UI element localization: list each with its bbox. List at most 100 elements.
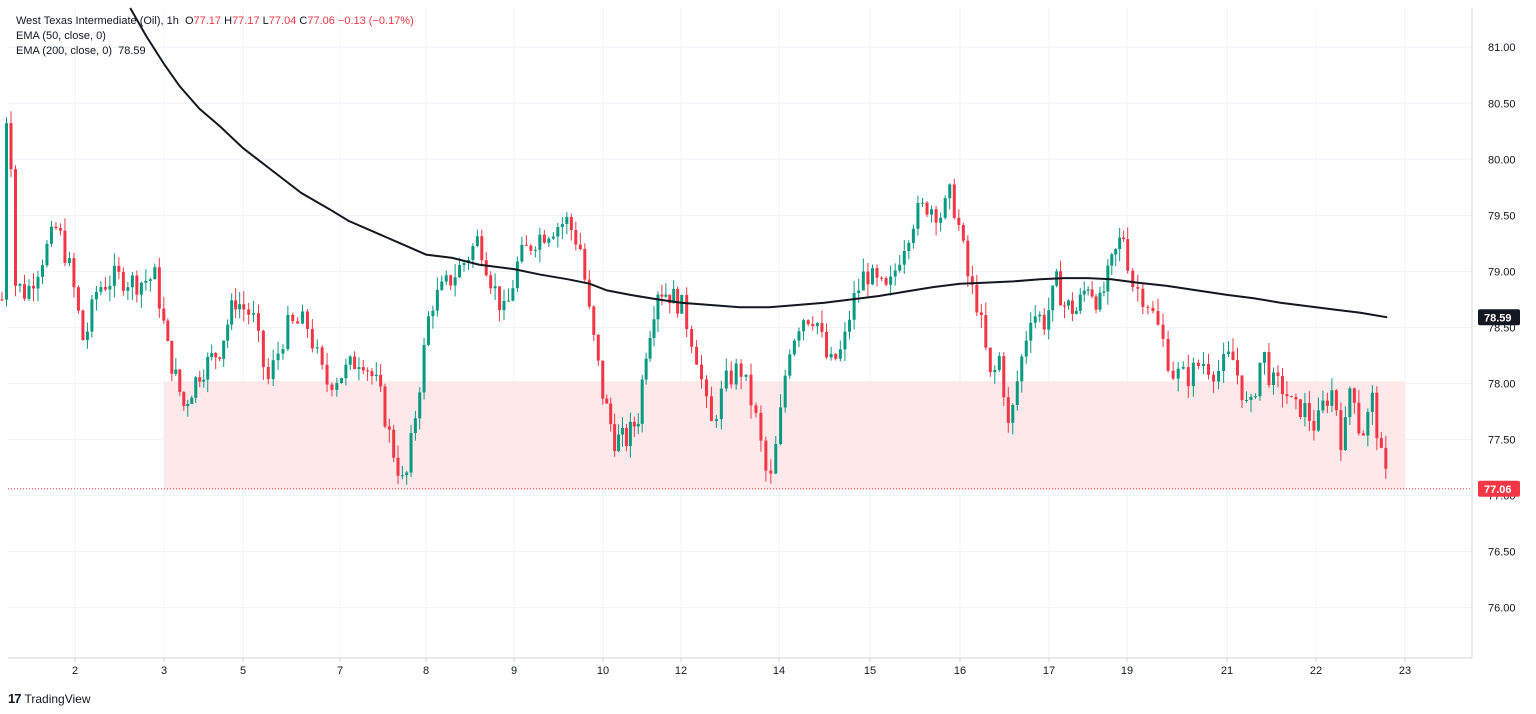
candle-body [387, 426, 391, 430]
candle [957, 209, 961, 231]
candle [1258, 362, 1262, 401]
candle [624, 423, 628, 452]
candle-body [0, 299, 4, 301]
candle-body [1357, 402, 1361, 434]
candle-body [166, 320, 170, 341]
candle-body [524, 244, 528, 246]
candle [190, 395, 194, 404]
candle [934, 206, 938, 236]
candle-body [930, 209, 934, 215]
candle-body [680, 294, 684, 314]
candle [1106, 259, 1110, 305]
candle-body [893, 270, 897, 277]
candle [660, 284, 664, 306]
candle [210, 344, 214, 361]
candle-body [49, 226, 53, 244]
candle-body [975, 284, 979, 313]
x-tick-label: 23 [1399, 665, 1411, 677]
candle [993, 365, 997, 384]
candle-body [632, 421, 636, 427]
legend-symbol[interactable]: West Texas Intermediate (Oil), 1h [16, 15, 179, 27]
candle [348, 355, 352, 371]
legend-ema200: EMA (200, close, 0) [16, 45, 112, 57]
legend-low-label: L [262, 15, 269, 27]
candle-body [1110, 254, 1114, 266]
candle-body [792, 340, 796, 355]
candle-body [85, 331, 89, 341]
candle [178, 368, 182, 396]
candle [1114, 248, 1118, 267]
candle [261, 329, 265, 381]
candle [979, 303, 983, 329]
candle-body [592, 306, 596, 335]
legend-ema50-row[interactable]: EMA (50, close, 0) [16, 29, 414, 44]
candle [843, 322, 847, 362]
y-axis[interactable]: 76.0076.5077.0077.5078.0078.5079.0079.50… [1471, 8, 1516, 658]
candle [1151, 300, 1155, 314]
candle [565, 212, 569, 234]
candle [578, 232, 582, 251]
x-tick-label: 7 [337, 665, 343, 677]
candle-body [310, 328, 314, 349]
candle-body [660, 294, 664, 297]
candle [560, 217, 564, 240]
candle [605, 394, 609, 404]
candle-body [1375, 392, 1379, 439]
candle [400, 465, 404, 480]
candle-body [538, 234, 542, 250]
candle-body [759, 412, 763, 441]
candle-body [357, 367, 361, 370]
candle [1253, 393, 1257, 399]
candle [596, 333, 600, 366]
candle [898, 254, 902, 273]
candle [405, 470, 409, 485]
candle [538, 227, 542, 263]
candle [1038, 311, 1042, 323]
candle-body [644, 358, 648, 380]
candle [194, 376, 198, 404]
candle [515, 256, 519, 293]
candle-body [1156, 311, 1160, 325]
candle-body [340, 378, 344, 383]
candle-body [182, 391, 186, 407]
x-tick-label: 15 [864, 665, 876, 677]
candle [103, 277, 107, 292]
candle [811, 316, 815, 331]
candle [296, 317, 300, 324]
candle-body [820, 323, 824, 333]
candle [85, 322, 89, 349]
candle-body [984, 315, 988, 348]
candle-body [1236, 360, 1240, 376]
legend-ema200-row[interactable]: EMA (200, close, 0) 78.59 [16, 44, 414, 59]
candle [1207, 353, 1210, 380]
candle-body [330, 384, 334, 390]
candle-body [815, 323, 819, 327]
candle-body [1102, 291, 1106, 293]
candle-body [1070, 300, 1074, 314]
x-axis[interactable]: 2 3 5 7 8 9 10 12 14 15 16 17 19 21 22 23 [8, 657, 1472, 677]
candle-body [99, 287, 103, 292]
candle-body [1217, 370, 1221, 382]
candle [330, 382, 334, 397]
candle-body [271, 360, 275, 380]
candle [198, 370, 202, 388]
tradingview-logo-icon: 17 [8, 691, 22, 706]
candle [1307, 391, 1311, 431]
candle [449, 274, 453, 291]
candle-body [911, 228, 915, 243]
candle [1051, 285, 1055, 322]
candle-body [569, 216, 573, 231]
candle [340, 377, 344, 384]
candle [1312, 410, 1316, 441]
candle [1011, 403, 1015, 435]
candle [1126, 227, 1130, 274]
candle [820, 310, 824, 338]
candle [729, 361, 733, 389]
candle-body [261, 330, 265, 367]
candle-body [797, 331, 801, 341]
tradingview-brand[interactable]: 17 TradingView [8, 691, 91, 706]
last-price-label: 77.06 [1478, 480, 1520, 497]
candle-body [565, 216, 569, 225]
candle [153, 263, 157, 280]
